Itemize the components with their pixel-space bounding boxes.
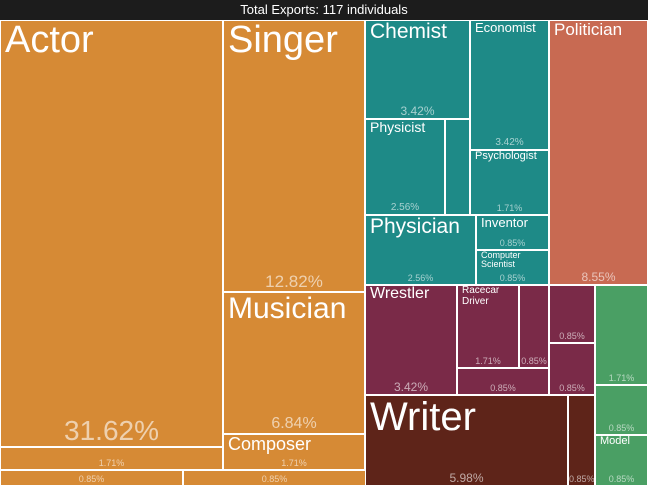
cell-label: Musician <box>228 292 347 325</box>
cell-label: Politician <box>554 20 623 39</box>
treemap-cell-unlabeled[interactable]: 0.85% <box>595 385 648 435</box>
cell-share: 0.85% <box>521 356 547 366</box>
treemap-cell-inventor[interactable]: Inventor 0.85% <box>476 215 549 250</box>
cell-share: 0.85% <box>569 474 595 484</box>
cell-label: Actor <box>5 20 94 61</box>
treemap-cell-chemist[interactable]: Chemist 3.42% <box>365 20 470 119</box>
treemap-cell-actor[interactable]: Actor 31.62% <box>0 20 223 447</box>
cell-share: 3.42% <box>495 137 524 148</box>
cell-share: 3.42% <box>393 380 429 394</box>
treemap-cell-physician[interactable]: Physician 2.56% <box>365 215 476 285</box>
cell-share: 5.98% <box>449 471 484 485</box>
cell-share: 0.85% <box>608 474 635 484</box>
cell-label: Singer <box>228 20 338 61</box>
treemap-cell-singer[interactable]: Singer 12.82% <box>223 20 365 292</box>
cell-share: 0.85% <box>490 383 516 393</box>
cell-label: Model <box>600 435 630 447</box>
cell-label: Psychologist <box>475 150 537 162</box>
cell-share: 2.56% <box>390 202 420 213</box>
treemap-cell-wrestler[interactable]: Wrestler 3.42% <box>365 285 457 395</box>
cell-share: 1.71% <box>98 458 125 468</box>
treemap-cell-unlabeled[interactable]: 1.71% <box>0 447 223 470</box>
cell-share: 0.85% <box>261 474 288 484</box>
cell-label: Computer Scientist <box>481 250 521 270</box>
treemap-cell-unlabeled[interactable] <box>445 119 470 215</box>
cell-share: 31.62% <box>64 415 159 446</box>
cell-label: Economist <box>475 20 536 35</box>
cell-share: 0.85% <box>499 238 526 248</box>
cell-label: Chemist <box>370 20 448 43</box>
treemap-cell-racecar-driver[interactable]: Racecar Driver 1.71% <box>457 285 519 368</box>
treemap-cell-computer-scientist[interactable]: Computer Scientist 0.85% <box>476 250 549 285</box>
treemap-cell-unlabeled[interactable]: 0.85% <box>457 368 549 395</box>
cell-share: 0.85% <box>499 273 526 283</box>
cell-label: Wrestler <box>370 285 430 302</box>
treemap-cell-psychologist[interactable]: Psychologist 1.71% <box>470 150 549 215</box>
cell-share: 6.84% <box>271 415 317 432</box>
treemap-cell-physicist[interactable]: Physicist 2.56% <box>365 119 445 215</box>
cell-share: 0.85% <box>608 423 635 433</box>
treemap-cell-unlabeled[interactable]: 0.85% <box>568 395 595 486</box>
cell-share: 12.82% <box>265 272 323 291</box>
cell-share: 0.85% <box>78 474 105 484</box>
cell-label: Physicist <box>370 119 426 135</box>
cell-share: 1.71% <box>475 356 501 366</box>
cell-label: Physician <box>370 215 460 238</box>
treemap-cell-unlabeled[interactable]: 0.85% <box>549 343 595 395</box>
treemap-cell-economist[interactable]: Economist 3.42% <box>470 20 549 150</box>
cell-label: Writer <box>370 395 476 439</box>
treemap-cell-writer[interactable]: Writer 5.98% <box>365 395 568 486</box>
treemap-cell-unlabeled[interactable]: 0.85% <box>519 285 549 368</box>
cell-share: 1.71% <box>281 458 307 468</box>
cell-share: 0.85% <box>559 383 585 393</box>
cell-share: 0.85% <box>559 331 585 341</box>
cell-share: 2.56% <box>407 273 434 283</box>
cell-share: 8.55% <box>581 270 616 284</box>
cell-label: Composer <box>228 434 312 454</box>
treemap-cell-musician[interactable]: Musician 6.84% <box>223 292 365 434</box>
treemap-cell-unlabeled[interactable]: 0.85% <box>0 470 183 486</box>
treemap-cell-composer[interactable]: Composer 1.71% <box>223 434 365 470</box>
treemap-cell-unlabeled[interactable]: 1.71% <box>595 285 648 385</box>
cell-label: Racecar Driver <box>462 285 500 307</box>
chart-title: Total Exports: 117 individuals <box>0 0 648 20</box>
treemap: Actor 31.62% 1.71% 0.85% 0.85% Singer 12.82% Mu… <box>0 20 648 486</box>
cell-share: 3.42% <box>400 104 435 118</box>
treemap-cell-politician[interactable]: Politician 8.55% <box>549 20 648 285</box>
cell-share: 1.71% <box>608 373 635 383</box>
cell-share: 1.71% <box>496 203 523 213</box>
cell-label: Inventor <box>481 215 528 230</box>
treemap-cell-unlabeled[interactable]: 0.85% <box>549 285 595 343</box>
treemap-cell-unlabeled[interactable]: 0.85% <box>183 470 366 486</box>
treemap-cell-model[interactable]: Model 0.85% <box>595 435 648 486</box>
